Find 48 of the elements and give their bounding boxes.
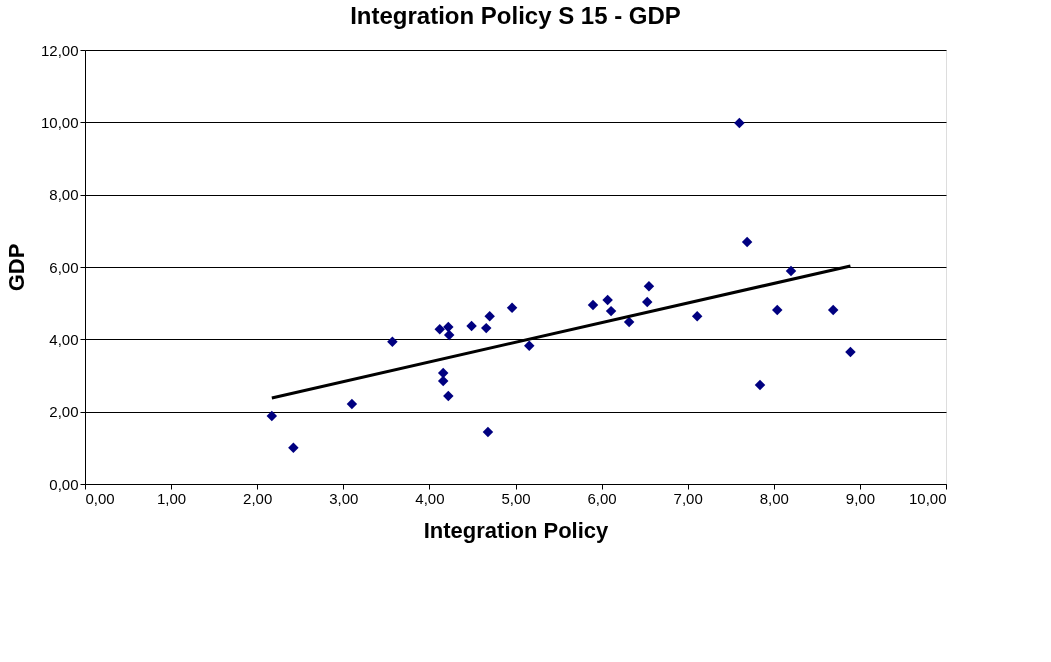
point (605, 305, 617, 317)
x-tick-label: 2,00 (243, 489, 273, 507)
point (641, 296, 653, 308)
point (346, 398, 358, 410)
point (387, 336, 398, 348)
x-tick-label: 6,00 (587, 489, 617, 507)
point (434, 323, 445, 335)
point (772, 304, 783, 316)
point (587, 299, 599, 311)
point (827, 304, 839, 316)
point (266, 410, 278, 422)
point (524, 340, 535, 352)
point (754, 379, 766, 391)
y-tick-label: 8,00 (49, 186, 79, 204)
point (602, 294, 613, 306)
x-tick-label: 3,00 (329, 489, 359, 507)
y-tick-label: 4,00 (49, 330, 79, 348)
point (443, 329, 455, 341)
x-tick-label: 9,00 (845, 489, 875, 507)
x-tick-label: 1,00 (157, 489, 187, 507)
y-tick-label: 12,00 (40, 41, 79, 59)
x-tick-label: 4,00 (415, 489, 445, 507)
y-tick-label: 0,00 (49, 475, 79, 493)
point (741, 236, 753, 248)
y-tick-label: 2,00 (49, 403, 79, 421)
point (506, 302, 518, 314)
x-tick-label: 0,00 (85, 489, 115, 507)
point (480, 322, 492, 334)
x-tick-label: 8,00 (759, 489, 789, 507)
point (785, 265, 797, 277)
x-tick-label: 7,00 (673, 489, 703, 507)
x-tick-label: 10,00 (908, 489, 947, 507)
point (845, 346, 856, 358)
point (643, 280, 655, 292)
x-tick-label: 5,00 (501, 489, 531, 507)
point (623, 316, 635, 328)
point (443, 390, 454, 402)
chart-title: Integration Policy S 15 - GDP (350, 2, 681, 29)
x-axis-title: Integration Policy (423, 517, 610, 543)
y-tick-label: 6,00 (49, 258, 79, 276)
point (734, 117, 745, 129)
point (482, 426, 494, 438)
y-tick-label: 10,00 (40, 113, 79, 131)
y-axis-title: GDP (3, 243, 29, 292)
point (466, 320, 477, 332)
point (288, 442, 299, 454)
point (691, 310, 703, 322)
point (484, 310, 495, 322)
